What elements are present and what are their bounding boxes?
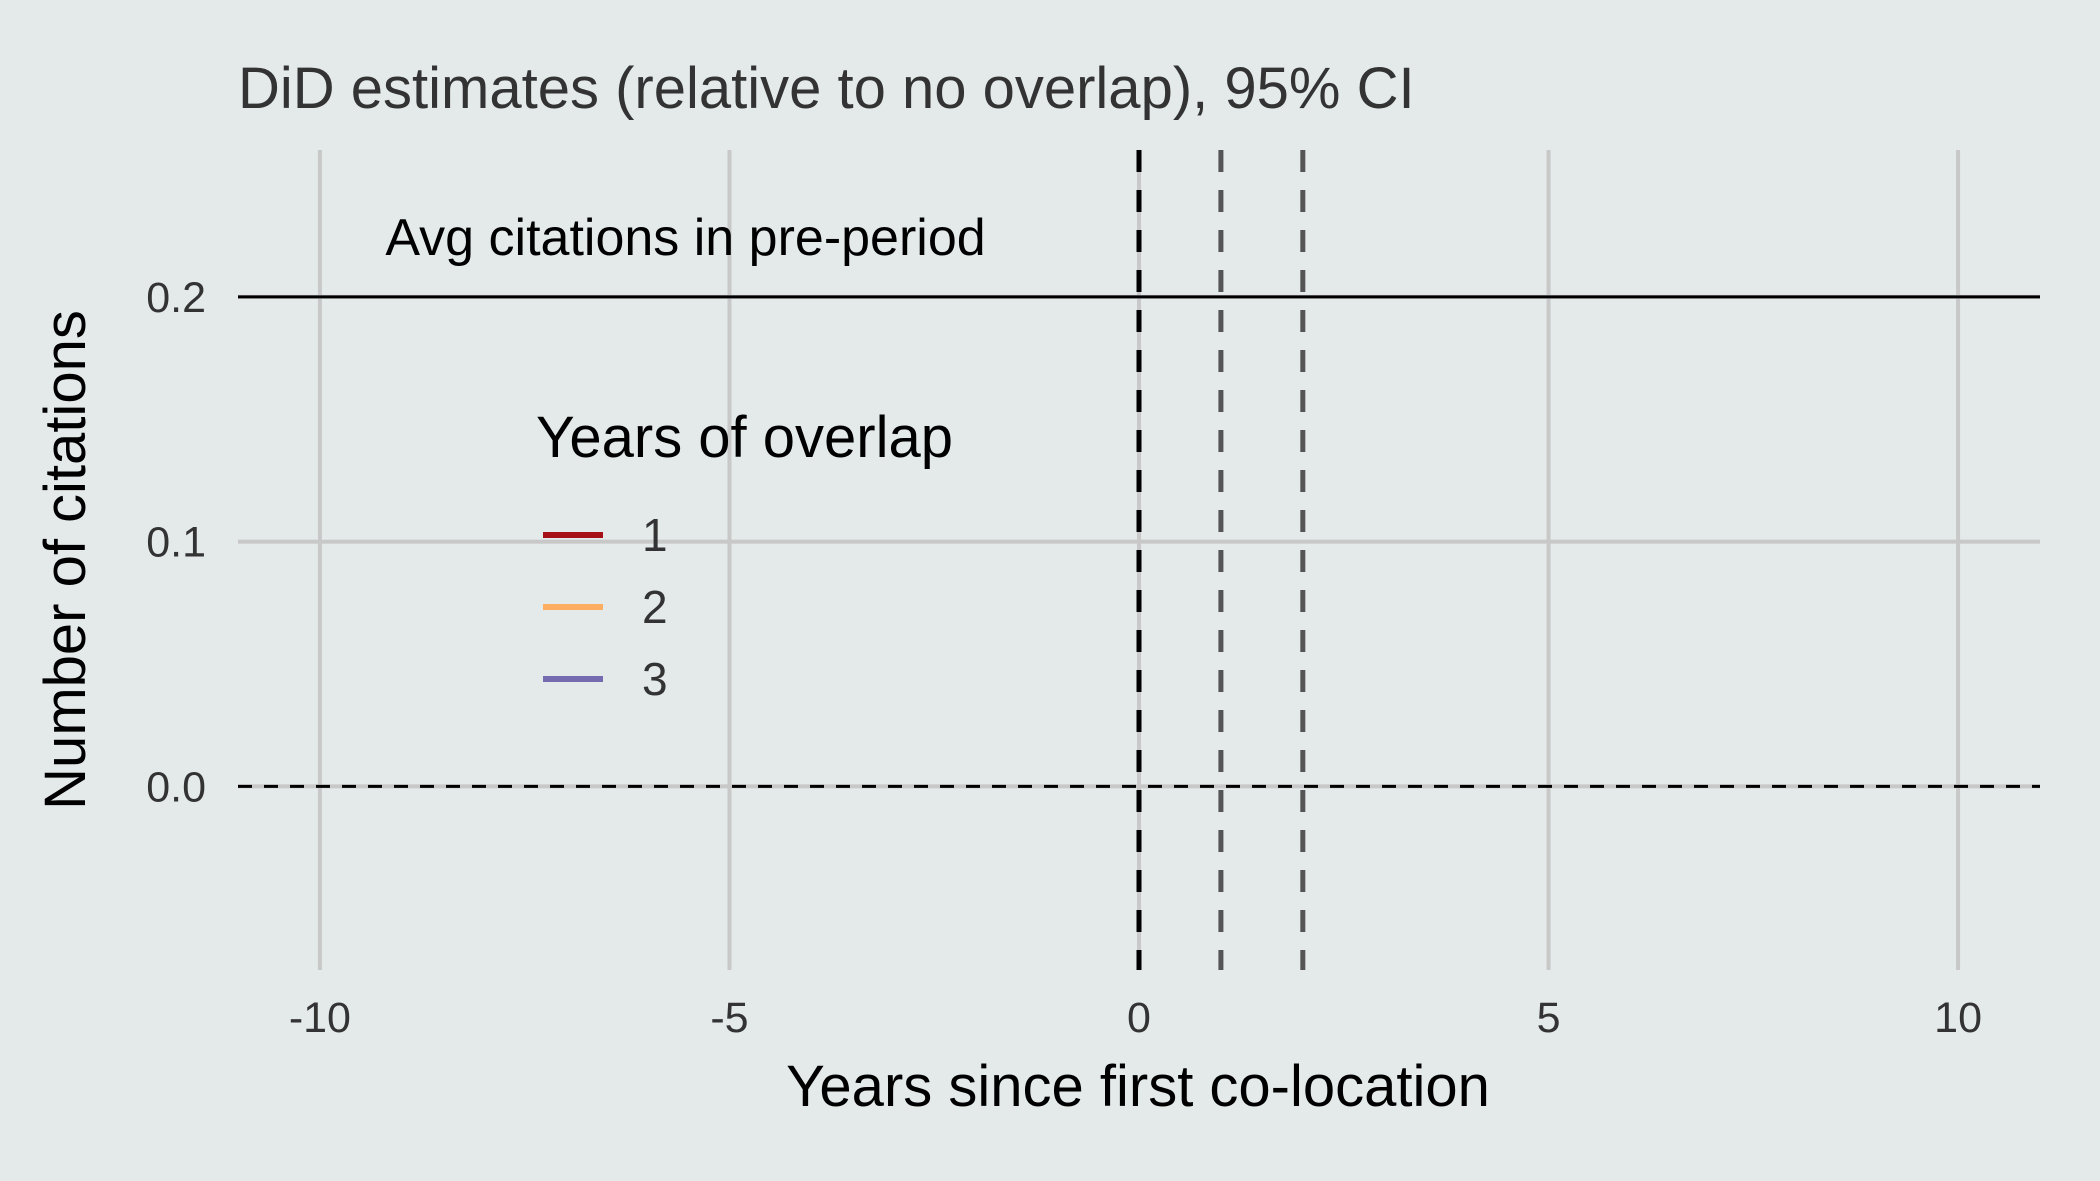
legend-items: 1 2 3 <box>543 509 668 705</box>
x-tick-labels: -10 -5 0 5 10 <box>289 994 1982 1042</box>
legend-label-1: 1 <box>642 509 668 561</box>
x-tick-label: 0 <box>1127 994 1151 1042</box>
legend: Years of overlap 1 2 3 <box>536 405 953 705</box>
reference-lines <box>238 150 2040 970</box>
x-axis-title: Years since first co-location <box>786 1054 1490 1119</box>
y-tick-label: 0.1 <box>146 519 206 567</box>
legend-label-2: 2 <box>642 581 668 633</box>
x-tick-label: 10 <box>1934 994 1982 1042</box>
x-tick-label: 5 <box>1537 994 1561 1042</box>
y-tick-labels: 0.0 0.1 0.2 <box>146 274 206 812</box>
pre-period-annotation: Avg citations in pre-period <box>385 209 985 267</box>
x-tick-label: -5 <box>710 994 748 1042</box>
legend-label-3: 3 <box>642 653 668 705</box>
y-tick-label: 0.0 <box>146 763 206 811</box>
chart-title: DiD estimates (relative to no overlap), … <box>238 56 1415 121</box>
y-axis-title: Number of citations <box>33 310 98 810</box>
legend-title: Years of overlap <box>536 405 953 470</box>
y-tick-label: 0.2 <box>146 274 206 322</box>
x-tick-label: -10 <box>289 994 351 1042</box>
